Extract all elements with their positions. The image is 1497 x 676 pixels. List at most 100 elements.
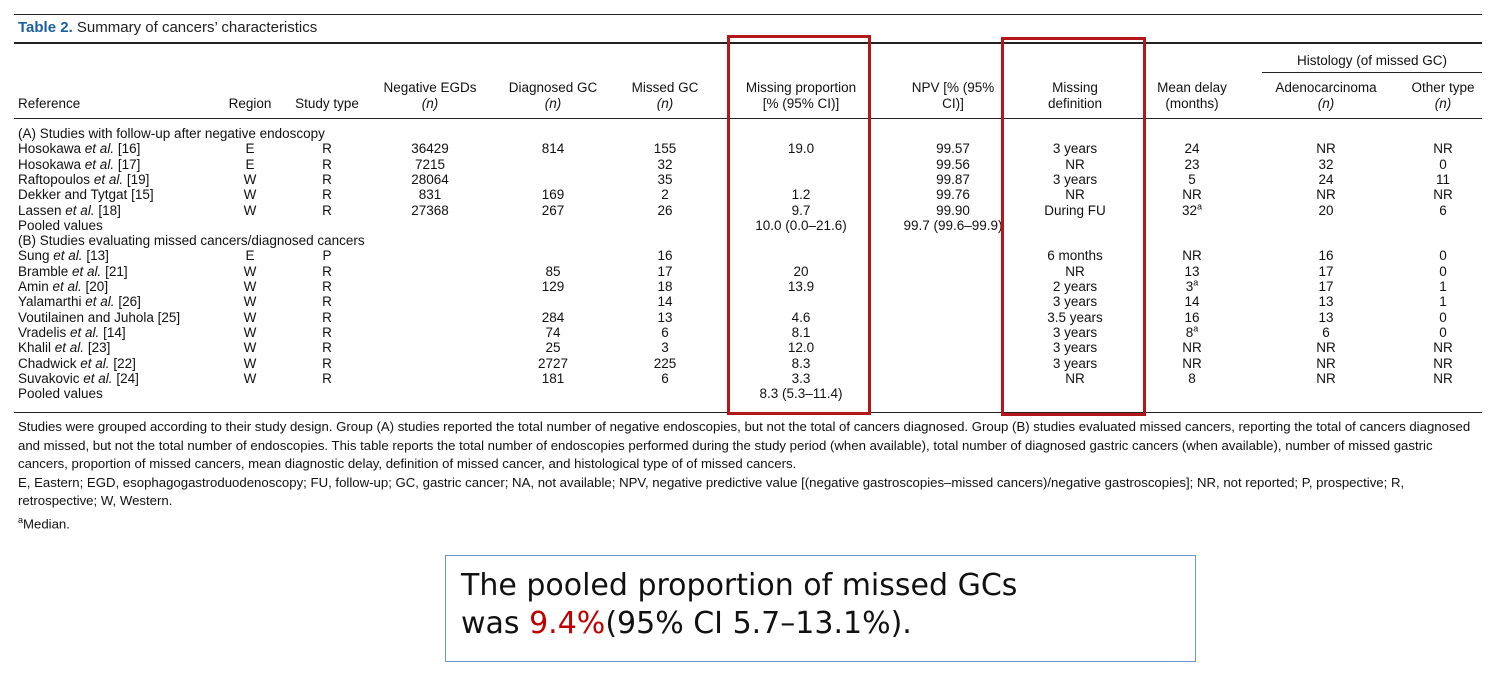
missing_definition-value: 2 years xyxy=(1052,279,1098,294)
negative_egds-cell: 28064 xyxy=(411,172,449,187)
region-value: W xyxy=(243,202,257,218)
adenocarcinoma-cell: 17 xyxy=(1318,264,1333,279)
study_type-cell: R xyxy=(322,203,332,218)
pooled-row: Pooled values 10.0 (0.0–21.6) 99.7 (99.6–9… xyxy=(0,218,1497,233)
mean_delay-cell: NR xyxy=(1182,340,1202,355)
missing_proportion-cell: 9.7 xyxy=(792,203,811,218)
mean_delay-cell: 24 xyxy=(1184,141,1199,156)
footnote-design: Studies were grouped according to their … xyxy=(18,419,1471,472)
region-value: W xyxy=(243,355,257,371)
pooled-proportion-value: 9.4% xyxy=(529,606,606,641)
reference-number: [14] xyxy=(103,324,126,340)
mean_delay-cell: 14 xyxy=(1184,294,1199,309)
other_type-cell: NR xyxy=(1433,141,1453,156)
mean_delay-value: 8 xyxy=(1188,370,1196,386)
mean_delay-value: 32 xyxy=(1181,202,1198,218)
study_type-cell: R xyxy=(322,356,332,371)
header-missing_proportion-line2: [% (95% CI)] xyxy=(762,96,840,111)
diagnosed_gc-cell: 284 xyxy=(542,310,565,325)
study_type-value: R xyxy=(322,294,332,310)
reference-etal: et al. xyxy=(85,294,119,310)
negative_egds-cell: 27368 xyxy=(411,203,449,218)
adenocarcinoma-value: 16 xyxy=(1318,248,1334,264)
missing_proportion-value: 13.9 xyxy=(787,279,815,294)
region-value: W xyxy=(243,187,257,203)
reference-cell: Voutilainen and Juhola [25] xyxy=(18,310,180,325)
study_type-value: R xyxy=(322,279,332,294)
missing_definition-cell: NR xyxy=(1065,371,1085,386)
study_type-cell: R xyxy=(322,340,332,355)
reference-cell: Dekker and Tytgat [15] xyxy=(18,187,154,202)
diagnosed_gc-value: 169 xyxy=(541,187,565,203)
mean_delay-value: 13 xyxy=(1184,263,1200,279)
header-npv-line2: CI)] xyxy=(942,96,964,111)
header-adenocarcinoma-line1: Adenocarcinoma xyxy=(1275,80,1377,95)
adenocarcinoma-cell: NR xyxy=(1316,340,1336,355)
adenocarcinoma-cell: 6 xyxy=(1322,325,1330,340)
missing_definition-cell: NR xyxy=(1065,157,1085,172)
missed_gc-cell: 32 xyxy=(657,157,672,172)
reference-number: [16] xyxy=(117,141,141,157)
reference-cell: Bramble et al. [21] xyxy=(18,264,128,279)
footnote-median-mark: a xyxy=(18,514,24,525)
missed_gc-value: 17 xyxy=(657,263,673,279)
header-missing_definition-line2: definition xyxy=(1047,96,1103,111)
npv-value: 99.76 xyxy=(936,187,970,203)
other_type-value: 1 xyxy=(1439,279,1447,294)
adenocarcinoma-value: 32 xyxy=(1318,156,1334,172)
study_type-value: R xyxy=(322,141,332,157)
reference-etal: et al. xyxy=(93,171,127,187)
adenocarcinoma-cell: 16 xyxy=(1318,248,1333,263)
reference-author: Yalamarthi xyxy=(18,294,86,310)
diagnosed_gc-cell: 129 xyxy=(542,279,565,294)
other_type-value: 6 xyxy=(1439,202,1447,218)
adenocarcinoma-value: 20 xyxy=(1318,202,1334,218)
missed_gc-value: 16 xyxy=(657,248,673,264)
reference-cell: Vradelis et al. [14] xyxy=(18,325,126,340)
missing_definition-cell: 3 years xyxy=(1053,172,1097,187)
region-cell: W xyxy=(244,294,257,309)
reference-etal: et al. xyxy=(70,324,104,340)
negative_egds-cell: 831 xyxy=(419,187,442,202)
region-cell: E xyxy=(245,141,254,156)
study_type-cell: P xyxy=(322,248,331,263)
adenocarcinoma-value: 24 xyxy=(1318,171,1334,187)
header-mean_delay: Mean delay (months) xyxy=(1107,80,1277,112)
reference-author: Khalil xyxy=(18,340,55,356)
adenocarcinoma-cell: NR xyxy=(1316,371,1336,386)
adenocarcinoma-cell: 32 xyxy=(1318,157,1333,172)
missing_proportion-cell: 19.0 xyxy=(788,141,814,156)
adenocarcinoma-value: NR xyxy=(1316,141,1336,157)
reference-author: Amin xyxy=(18,279,53,294)
reference-cell: Raftopoulos et al. [19] xyxy=(18,172,149,187)
region-value: W xyxy=(243,370,257,386)
study_type-cell: R xyxy=(322,187,332,202)
median-mark: a xyxy=(1197,201,1203,211)
study_type-value: R xyxy=(322,263,332,279)
adenocarcinoma-value: NR xyxy=(1316,370,1336,386)
reference-author: Suvakovic xyxy=(18,370,84,386)
study_type-cell: R xyxy=(322,141,332,156)
other_type-cell: 0 xyxy=(1439,157,1447,172)
region-cell: W xyxy=(244,310,257,325)
region-cell: E xyxy=(245,248,254,263)
missed_gc-cell: 155 xyxy=(654,141,677,156)
missed_gc-value: 3 xyxy=(661,340,669,356)
missed_gc-value: 13 xyxy=(657,309,673,325)
missed_gc-cell: 225 xyxy=(654,356,677,371)
mean_delay-cell: 23 xyxy=(1184,157,1199,172)
study_type-cell: R xyxy=(322,279,332,294)
other_type-value: NR xyxy=(1433,370,1453,386)
header-missing_definition: Missing definition xyxy=(990,80,1160,112)
study_type-value: R xyxy=(322,309,332,325)
reference-cell: Sung et al. [13] xyxy=(18,248,109,263)
reference-cell: Chadwick et al. [22] xyxy=(18,356,136,371)
header-adenocarcinoma-line2: (n) xyxy=(1317,96,1335,111)
missed_gc-value: 2 xyxy=(661,187,669,203)
missing_definition-value: 3 years xyxy=(1052,340,1098,356)
header-other_type-line1: Other type xyxy=(1411,80,1475,95)
missing_definition-value: During FU xyxy=(1044,202,1106,218)
other_type-cell: NR xyxy=(1433,340,1453,355)
npv-cell: 99.76 xyxy=(936,187,970,202)
other_type-cell: 11 xyxy=(1436,172,1450,187)
